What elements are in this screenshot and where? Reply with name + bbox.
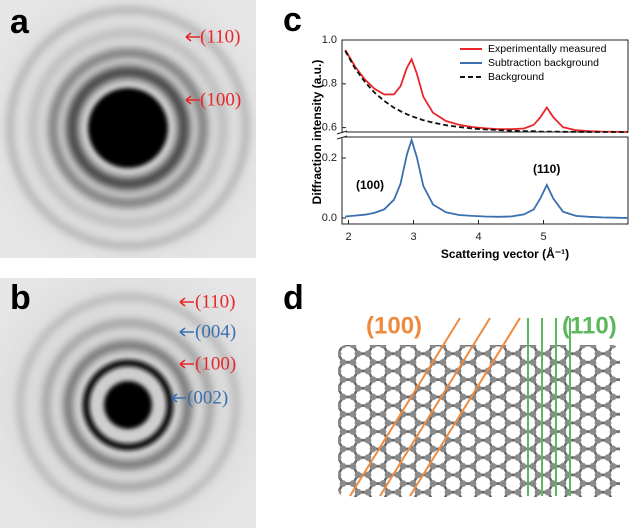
y-axis-label: Diffraction intensity (a.u.) [310, 60, 324, 205]
arrow [171, 327, 194, 403]
x-tick-label: 2 [345, 231, 351, 243]
ring-label: (100) [200, 89, 241, 110]
legend-label: Subtraction background [488, 57, 599, 69]
diffraction-image-a [0, 0, 256, 258]
y-tick-label: 1.0 [322, 34, 337, 46]
panel-label: a [10, 3, 30, 41]
x-axis-label: Scattering vector (Å⁻¹) [441, 246, 569, 261]
x-tick-label: 3 [410, 231, 416, 243]
plot-frame [341, 136, 629, 225]
peak-label: (100) [356, 178, 384, 192]
y-tick-label: 0.8 [322, 78, 337, 90]
axis-break [338, 132, 346, 137]
arrow [185, 32, 200, 105]
lattice-plane-110 [527, 318, 571, 496]
plane-label: (100) [366, 312, 422, 339]
series-line [344, 49, 629, 133]
x-tick-label: 5 [540, 231, 546, 243]
y-tick-label: 0.0 [322, 212, 337, 224]
y-tick-label: 0.6 [322, 122, 337, 134]
ring-label: (002) [187, 387, 228, 408]
axis-break-mark [336, 130, 348, 140]
ring-label: (004) [195, 321, 236, 342]
arrow [179, 297, 194, 369]
plot-frame [341, 39, 629, 133]
panel-label: c [283, 1, 302, 39]
series-line [345, 137, 629, 219]
nanotube [338, 345, 620, 497]
ring-label: (110) [195, 291, 235, 312]
lattice-plane-100 [349, 317, 521, 497]
legend-label: Background [488, 71, 544, 83]
panel-label: b [10, 279, 31, 317]
legend-label: Experimentally measured [488, 43, 607, 55]
x-tick-label: 4 [475, 231, 481, 243]
series-line [344, 50, 628, 133]
ring-label: (100) [195, 353, 236, 374]
diffraction-image-b [0, 278, 256, 528]
panel-label: d [283, 279, 304, 317]
ring-label: (110) [200, 26, 240, 47]
y-tick-label: 0.2 [322, 152, 337, 164]
peak-label: (110) [533, 162, 560, 176]
plane-label: (110) [562, 312, 617, 339]
